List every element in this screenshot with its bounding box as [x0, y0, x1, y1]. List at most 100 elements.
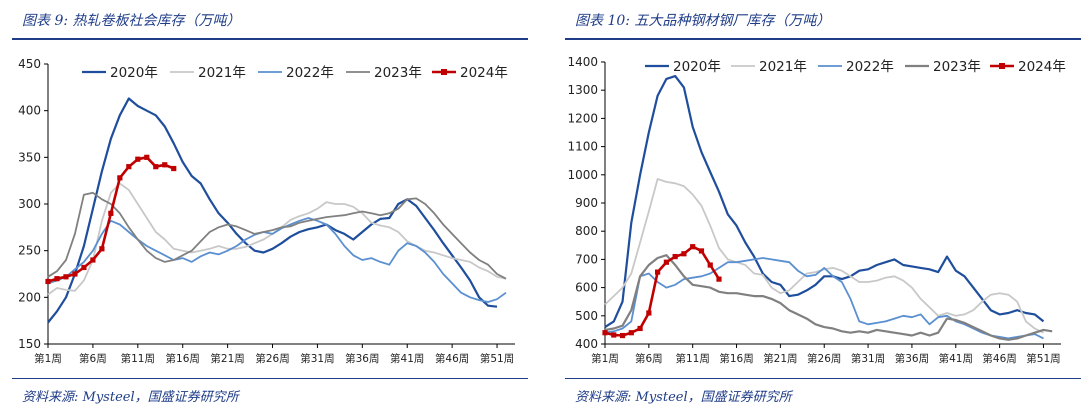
legend-item: 2022年 [818, 59, 894, 75]
data-point-marker [690, 244, 696, 250]
source-rule [565, 378, 1081, 379]
y-tick-label: 1200 [567, 111, 598, 125]
data-point-marker [63, 274, 69, 280]
data-point-marker [108, 210, 114, 216]
legend-item: 2023年 [905, 59, 981, 75]
x-tick-label: 第36周 [895, 352, 929, 365]
legend-label: 2024年 [1018, 59, 1066, 75]
legend-item: 2022年 [258, 65, 334, 81]
data-point-marker [117, 175, 123, 181]
chart-panel-left: 图表 9: 热轧卷板社会库存（万吨） 150 200 250 300 350 400 450… [0, 0, 536, 420]
x-tick-label: 第46周 [982, 352, 1016, 365]
y-tick-label: 300 [18, 197, 41, 211]
line-chart: 400 500 600 700 800 900 1000 1100 1200 1300 1400 第1… [567, 55, 1066, 365]
x-tick-label: 第26周 [807, 352, 841, 365]
x-tick-label: 第26周 [255, 352, 289, 365]
series-line-2024年 [604, 245, 721, 337]
x-tick-label: 第1周 [34, 352, 62, 365]
series-line-2021年 [604, 178, 1044, 334]
x-tick-label: 第6周 [79, 352, 107, 365]
data-point-marker [135, 156, 141, 162]
data-point-marker [90, 257, 96, 263]
series-line-2022年 [47, 217, 507, 303]
data-point-marker [99, 246, 105, 252]
y-tick-label: 600 [575, 281, 598, 295]
legend-item: 2020年 [645, 59, 721, 75]
data-point-marker [162, 162, 168, 168]
legend-label: 2020年 [673, 59, 721, 75]
x-tick-label: 第31周 [300, 352, 334, 365]
y-tick-label: 700 [575, 252, 598, 266]
series-line-2024年 [47, 156, 175, 283]
series-line-2021年 [47, 182, 507, 296]
data-point-marker [716, 276, 722, 282]
x-tick-label: 第51周 [1026, 352, 1060, 365]
y-tick-label: 900 [575, 196, 598, 210]
y-tick-label: 1000 [567, 168, 598, 182]
data-point-marker [698, 248, 705, 254]
data-point-marker [707, 262, 713, 268]
data-point-marker [45, 278, 51, 285]
legend-item: 2021年 [731, 59, 807, 75]
y-tick-label: 1100 [567, 140, 598, 154]
x-tick-label: 第51周 [480, 352, 514, 365]
legend-item: 2023年 [346, 65, 422, 81]
data-point-marker [54, 276, 60, 282]
legend-label: 2021年 [198, 65, 246, 81]
series-line-2023年 [604, 254, 1053, 341]
data-point-marker [153, 164, 159, 170]
y-tick-label: 1300 [567, 83, 598, 97]
x-tick-label: 第11周 [676, 352, 710, 365]
legend-label: 2022年 [286, 65, 334, 81]
y-tick-label: 450 [18, 57, 41, 71]
x-tick-label: 第21周 [763, 352, 797, 365]
y-tick-label: 500 [575, 309, 598, 323]
legend-label: 2024年 [460, 65, 508, 81]
data-point-marker [663, 259, 669, 265]
y-tick-label: 150 [18, 337, 41, 351]
x-tick-label: 第6周 [635, 352, 663, 365]
series-line-2020年 [47, 97, 498, 324]
data-point-marker [144, 154, 150, 160]
title-rule [12, 38, 528, 40]
x-tick-label: 第16周 [719, 352, 753, 365]
line-chart: 150200250300350400450第1周 第6周 第11周 第16周 第21周第… [18, 57, 515, 365]
legend-marker [999, 63, 1005, 69]
y-tick-label: 400 [18, 104, 41, 118]
legend-item: 2024年 [990, 59, 1066, 75]
y-tick-label: 400 [575, 337, 598, 351]
data-point-marker [637, 325, 643, 332]
x-tick-label: 第21周 [210, 352, 244, 365]
x-tick-label: 第36周 [345, 352, 379, 365]
data-point-marker [628, 330, 634, 336]
x-tick-label: 第41周 [939, 352, 973, 365]
data-point-marker [72, 271, 78, 277]
x-tick-label: 第16周 [166, 352, 200, 365]
chart-title: 图表 10: 五大品种钢材钢厂库存（万吨） [575, 13, 831, 29]
legend-item: 2021年 [170, 65, 246, 81]
y-tick-label: 250 [18, 244, 41, 258]
data-point-marker [126, 164, 132, 170]
data-point-marker [171, 165, 177, 172]
series-line-2023年 [47, 191, 507, 280]
data-point-marker [611, 332, 617, 338]
legend-label: 2020年 [110, 65, 158, 81]
source-note: 资料来源: Mysteel，国盛证券研究所 [22, 390, 239, 405]
x-tick-label: 第41周 [390, 352, 424, 365]
legend-label: 2022年 [846, 59, 894, 75]
data-point-marker [81, 264, 87, 271]
data-point-marker [655, 269, 661, 275]
y-tick-label: 350 [18, 150, 41, 164]
legend-marker [441, 69, 447, 75]
legend-item: 2024年 [432, 65, 508, 81]
legend-label: 2021年 [759, 59, 807, 75]
series-line-2022年 [604, 257, 1044, 340]
source-rule [12, 378, 528, 379]
chart-panel-right: 图表 10: 五大品种钢材钢厂库存（万吨） 400 500 600 700 800 900… [553, 0, 1089, 420]
legend-item: 2020年 [82, 65, 158, 81]
y-tick-label: 200 [18, 290, 41, 304]
y-tick-label: 800 [575, 224, 598, 238]
legend-label: 2023年 [933, 59, 981, 75]
data-point-marker [681, 251, 687, 257]
chart-title: 图表 9: 热轧卷板社会库存（万吨） [22, 13, 241, 29]
